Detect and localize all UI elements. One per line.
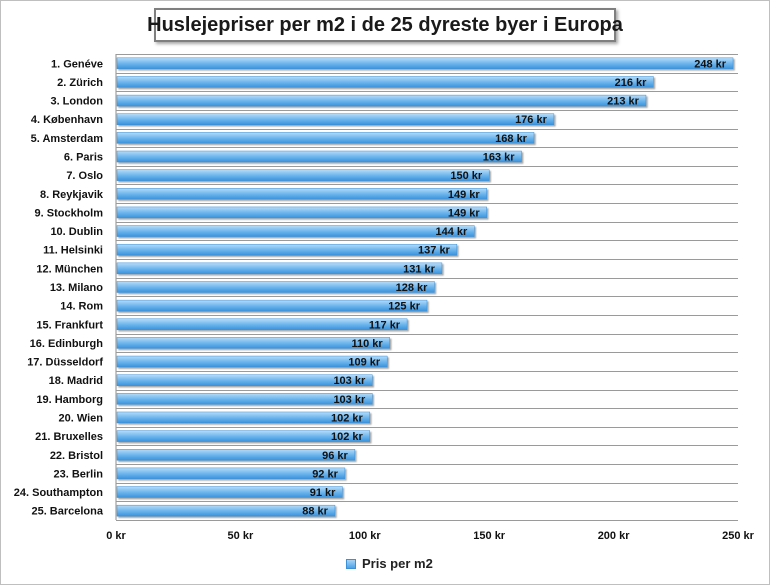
data-label: 102 kr	[331, 412, 364, 424]
data-label: 176 kr	[515, 114, 548, 126]
bar	[116, 449, 356, 461]
category-label: 8. Reykjavik	[40, 189, 104, 201]
bar	[116, 57, 734, 70]
data-label: 168 kr	[495, 133, 528, 145]
data-label: 102 kr	[331, 431, 364, 443]
category-label: 9. Stockholm	[35, 207, 104, 219]
category-label: 21. Bruxelles	[35, 431, 103, 443]
x-tick-label: 200 kr	[598, 530, 631, 542]
category-label: 1. Genéve	[51, 58, 103, 70]
bar	[116, 318, 408, 331]
data-label: 248 kr	[694, 58, 727, 70]
category-label: 2. Zürich	[57, 77, 103, 89]
bar	[116, 374, 373, 386]
bar	[116, 299, 428, 312]
category-label: 24. Southampton	[14, 487, 104, 499]
bar	[116, 113, 555, 125]
bar	[116, 355, 388, 368]
category-label: 12. München	[36, 263, 103, 275]
bar	[116, 94, 647, 107]
bar	[116, 206, 487, 219]
category-label: 22. Bristol	[50, 450, 103, 462]
grid-lines	[115, 54, 738, 521]
data-label: 91 kr	[310, 487, 336, 499]
category-label: 23. Berlin	[53, 468, 103, 480]
x-axis-ticks: 0 kr 50 kr 100 kr 150 kr 200 kr 250 kr	[106, 530, 754, 542]
bar	[116, 150, 522, 163]
bar	[116, 504, 336, 517]
x-tick-label: 150 kr	[473, 530, 506, 542]
data-label: 96 kr	[322, 450, 348, 462]
category-label: 18. Madrid	[49, 375, 103, 387]
category-label: 16. Edinburgh	[30, 338, 104, 350]
data-label: 128 kr	[396, 282, 429, 294]
category-label: 11. Helsinki	[43, 245, 103, 257]
bar	[116, 281, 435, 293]
data-label: 216 kr	[615, 77, 648, 89]
bar	[116, 76, 654, 88]
category-label: 19. Hamborg	[36, 394, 103, 406]
legend: Pris per m2	[346, 556, 433, 571]
bar	[116, 243, 458, 256]
bar	[116, 411, 371, 424]
x-tick-label: 100 kr	[349, 530, 382, 542]
category-label: 13. Milano	[50, 282, 103, 294]
category-label: 17. Düsseldorf	[27, 357, 103, 369]
data-label: 137 kr	[418, 245, 451, 257]
x-tick-label: 0 kr	[106, 530, 126, 542]
chart-title: Huslejepriser per m2 i de 25 dyreste bye…	[147, 13, 623, 36]
category-label: 5. Amsterdam	[31, 133, 104, 145]
bar	[116, 132, 535, 144]
category-label: 7. Oslo	[66, 170, 103, 182]
bars-group: 248 kr 216 kr 213 kr 176 kr 168 kr 163 kr150 …	[116, 57, 734, 518]
data-label: 103 kr	[333, 375, 366, 387]
data-label: 109 kr	[348, 357, 381, 369]
data-label: 149 kr	[448, 207, 481, 219]
category-label: 4. København	[31, 114, 103, 126]
data-label: 88 kr	[302, 506, 328, 518]
data-label: 163 kr	[483, 152, 516, 164]
category-label: 20. Wien	[58, 412, 103, 424]
data-label: 125 kr	[388, 301, 421, 313]
data-label: 110 kr	[351, 338, 383, 350]
bar	[116, 393, 373, 405]
data-label: 213 kr	[607, 96, 640, 108]
bar	[116, 225, 475, 237]
data-label: 103 kr	[333, 394, 366, 406]
bar	[116, 467, 346, 480]
chart-title-box: Huslejepriser per m2 i de 25 dyreste bye…	[147, 8, 623, 42]
bar	[116, 262, 443, 275]
data-label: 150 kr	[450, 170, 483, 182]
category-labels: 1. Genéve 2. Zürich 3. London 4. København 5…	[14, 58, 104, 517]
data-label: 149 kr	[448, 189, 481, 201]
bar	[116, 430, 371, 442]
category-label: 14. Rom	[60, 301, 103, 313]
bar	[116, 337, 390, 349]
data-label: 117 kr	[369, 319, 401, 331]
category-label: 10. Dublin	[50, 226, 103, 238]
category-label: 6. Paris	[64, 152, 103, 164]
legend-label: Pris per m2	[362, 556, 433, 571]
x-tick-label: 50 kr	[228, 530, 254, 542]
x-tick-label: 250 kr	[722, 530, 755, 542]
legend-swatch	[346, 558, 356, 569]
category-label: 15. Frankfurt	[36, 319, 103, 331]
data-label: 131 kr	[403, 263, 436, 275]
data-label: 144 kr	[435, 226, 468, 238]
bar	[116, 486, 343, 498]
bar	[116, 188, 487, 200]
category-label: 25. Barcelona	[31, 506, 103, 518]
category-label: 3. London	[50, 96, 103, 108]
data-label: 92 kr	[312, 468, 338, 480]
bar	[116, 169, 490, 181]
